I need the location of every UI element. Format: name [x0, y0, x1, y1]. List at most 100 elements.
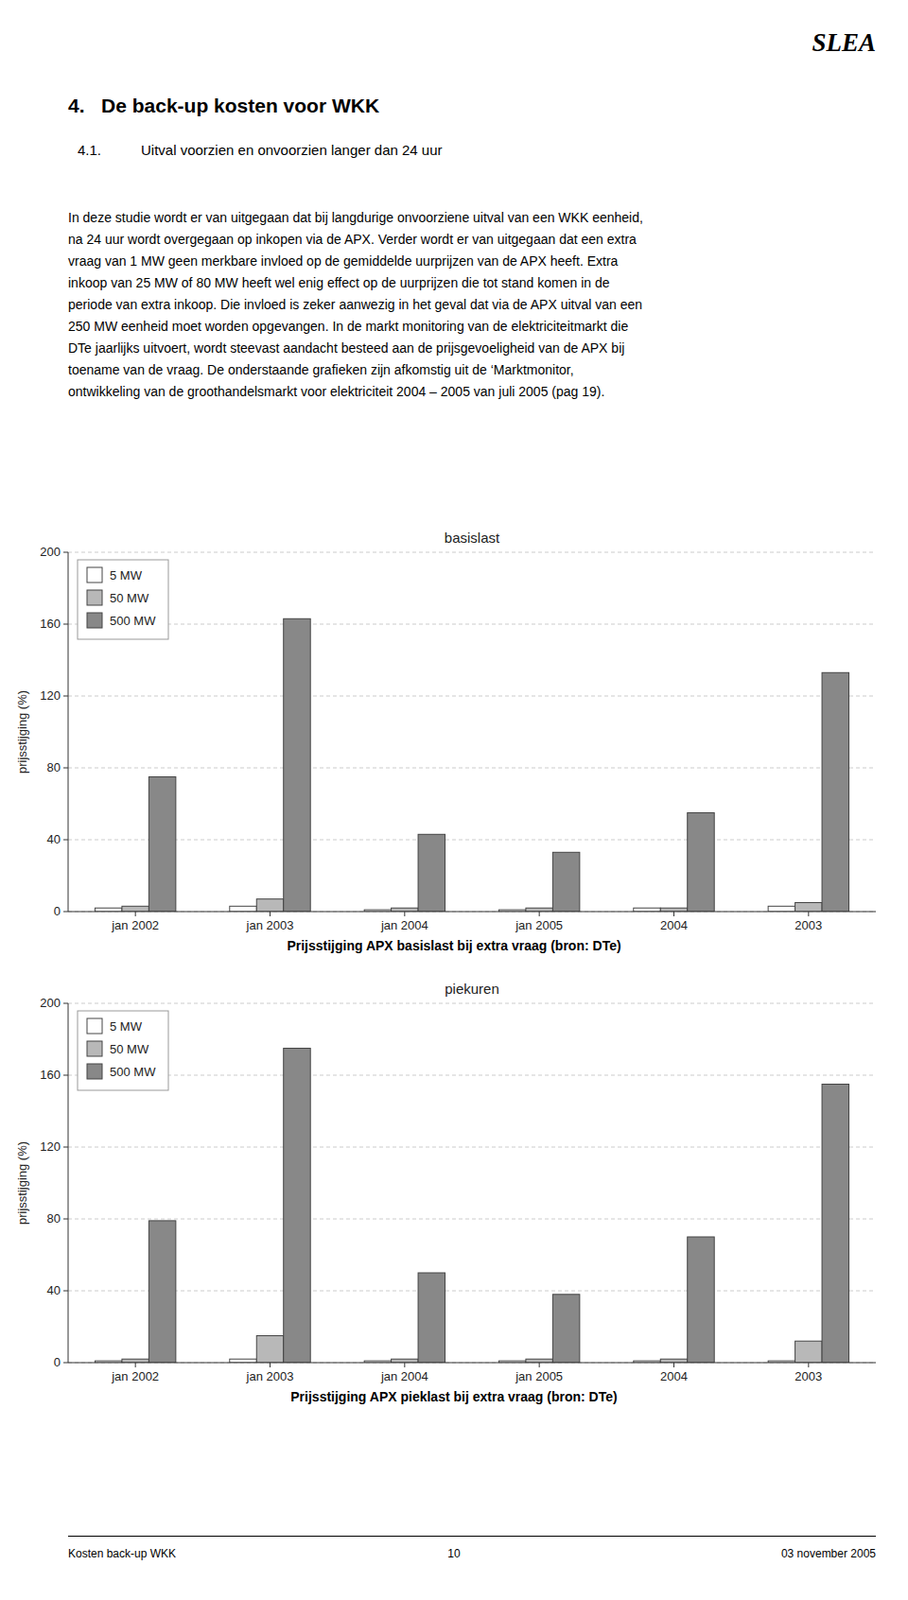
y-tick	[63, 696, 69, 698]
bar	[552, 1294, 579, 1363]
y-axis-label: prijsstijging (%)	[15, 690, 30, 774]
bar	[283, 1048, 311, 1364]
bar	[391, 1359, 419, 1363]
x-tick-label: 2003	[794, 918, 822, 933]
legend-frame	[77, 1011, 169, 1091]
x-tick-label: jan 2002	[110, 1369, 159, 1384]
x-tick-label: 2004	[660, 918, 688, 933]
y-tick	[63, 911, 69, 913]
y-tick	[63, 1075, 69, 1077]
grid-line	[68, 1003, 876, 1005]
body-line: toename van de vraag. De onderstaande gr…	[68, 362, 575, 378]
bar	[795, 903, 822, 913]
x-axis	[68, 911, 876, 913]
bar	[660, 908, 687, 912]
bar	[283, 618, 311, 912]
body-line: In deze studie wordt er van uitgegaan da…	[68, 209, 644, 226]
y-tick	[63, 1003, 69, 1005]
bars	[94, 618, 849, 912]
legend-swatch	[87, 567, 103, 583]
grid-line	[68, 839, 876, 841]
legend-label: 50 MW	[109, 591, 150, 606]
subtitle-number: 4.1.	[77, 141, 102, 158]
legend-swatch	[87, 612, 103, 629]
x-tick-label: jan 2005	[514, 1369, 563, 1384]
x-tick	[673, 911, 675, 917]
bar	[148, 1221, 175, 1363]
bar	[795, 1341, 822, 1363]
chart-caption: Prijsstijging APX pieklast bij extra vra…	[0, 1389, 908, 1405]
y-tick	[63, 768, 69, 769]
footer-center: 10	[0, 1547, 908, 1561]
y-tick	[63, 1219, 69, 1221]
bar	[391, 908, 419, 912]
y-axis	[68, 552, 70, 912]
body-line: vraag van 1 MW geen merkbare invloed op …	[68, 253, 618, 269]
chart-title: piekuren	[444, 980, 500, 997]
x-axis	[68, 1362, 876, 1364]
grid-line	[68, 911, 876, 913]
body-line: na 24 uur wordt overgegaan op inkopen vi…	[68, 231, 637, 247]
y-tick	[63, 624, 69, 626]
x-tick	[135, 1362, 137, 1368]
bar	[229, 906, 257, 912]
grid-line	[68, 1362, 876, 1364]
x-tick	[807, 911, 809, 917]
y-tick-label: 120	[39, 1139, 61, 1154]
y-tick-label: 0	[53, 904, 61, 919]
subtitle: Uitval voorzien en onvoorzien langer dan…	[140, 141, 443, 158]
y-tick	[63, 552, 69, 554]
body-line: periode van extra inkoop. Die invloed is…	[68, 296, 643, 313]
bar	[821, 672, 849, 912]
bar	[687, 813, 715, 913]
y-tick-label: 200	[39, 544, 61, 559]
legend-label: 500 MW	[109, 613, 157, 629]
chart-caption: Prijsstijging APX basislast bij extra vr…	[0, 938, 908, 954]
grid-line	[68, 768, 876, 769]
grid-line	[68, 552, 876, 554]
y-tick-label: 0	[53, 1355, 61, 1370]
x-tick-label: jan 2004	[380, 1369, 429, 1384]
legend-frame	[77, 559, 169, 640]
body-line: 250 MW eenheid moet worden opgevangen. I…	[68, 318, 629, 334]
header: SLEA	[811, 28, 876, 58]
y-tick-label: 120	[39, 688, 61, 703]
bar	[122, 906, 149, 912]
legend-label: 50 MW	[109, 1042, 150, 1057]
section-title: 4. De back-up kosten voor WKK	[68, 94, 380, 118]
legend-label: 500 MW	[109, 1065, 157, 1080]
grid-line	[68, 1291, 876, 1293]
y-axis-label: prijsstijging (%)	[15, 1141, 30, 1225]
y-tick-label: 160	[39, 1067, 61, 1083]
body-line: DTe jaarlijks uitvoert, wordt steevast a…	[68, 340, 625, 356]
legend-swatch	[87, 1041, 103, 1057]
x-tick-label: jan 2002	[110, 918, 159, 933]
footer-rule	[68, 1536, 876, 1537]
bar	[821, 1084, 849, 1364]
y-tick	[63, 839, 69, 841]
y-tick-label: 40	[47, 832, 61, 847]
bar-chart: basislast04080120160200prijsstijging (%)…	[0, 520, 908, 937]
y-tick	[63, 1362, 69, 1364]
footer-right: 03 november 2005	[781, 1547, 876, 1561]
bar	[122, 1359, 149, 1363]
x-tick	[269, 911, 271, 917]
bar-chart: piekuren04080120160200prijsstijging (%)j…	[0, 971, 908, 1388]
legend-label: 5 MW	[109, 1019, 143, 1034]
legend-label: 5 MW	[109, 568, 143, 583]
body-line: ontwikkeling van de groothandelsmarkt vo…	[68, 384, 605, 400]
bar	[418, 1273, 445, 1363]
grid-line	[68, 696, 876, 698]
x-tick	[539, 1362, 541, 1368]
y-tick	[63, 1147, 69, 1149]
bars	[94, 1048, 849, 1364]
legend: 5 MW 50 MW 500 MW	[77, 1011, 169, 1091]
bar	[148, 777, 175, 913]
footer-left: Kosten back-up WKK	[68, 1547, 176, 1561]
legend: 5 MW 50 MW 500 MW	[77, 559, 169, 640]
x-tick	[403, 911, 405, 917]
x-tick	[269, 1362, 271, 1368]
y-tick-label: 80	[47, 1211, 61, 1226]
body-line: inkoop van 25 MW of 80 MW heeft wel enig…	[68, 275, 611, 291]
bar	[256, 1336, 283, 1364]
